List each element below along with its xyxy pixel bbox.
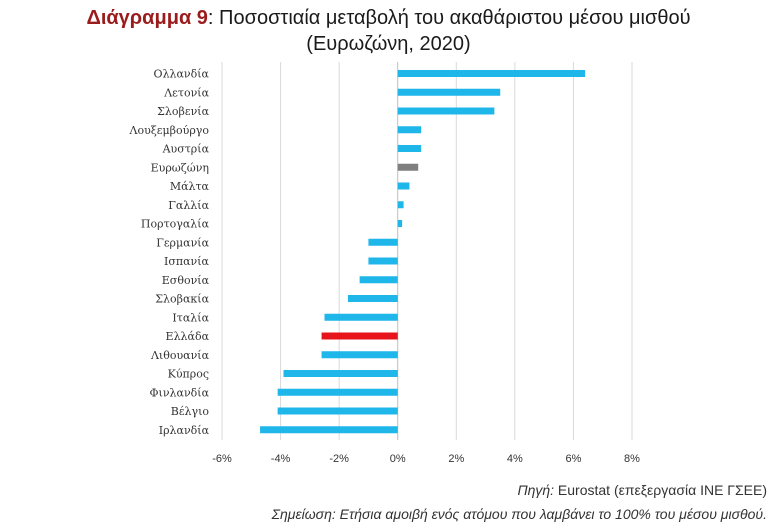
- bar: [397, 145, 422, 152]
- bar: [321, 332, 398, 340]
- x-tick-label: 2%: [448, 453, 464, 465]
- category-label: Εσθονία: [162, 274, 210, 287]
- bar: [397, 182, 410, 190]
- bar: [397, 126, 422, 134]
- x-tick-label: 8%: [624, 453, 640, 465]
- chart-title-text: : Ποσοστιαία μεταβολή του ακαθάριστου μέ…: [207, 7, 691, 29]
- category-label: Λιθουανία: [150, 349, 210, 362]
- bar: [347, 295, 398, 302]
- chart-subtitle: (Ευρωζώνη, 2020): [306, 33, 471, 55]
- category-label: Ελλάδα: [166, 330, 210, 343]
- category-label: Λουξεμβούργο: [129, 124, 210, 137]
- bar: [260, 426, 398, 434]
- category-label: Πορτογαλία: [141, 218, 210, 231]
- category-label: Σλοβενία: [157, 105, 209, 118]
- bar: [359, 276, 398, 284]
- bar: [397, 163, 419, 171]
- bar: [283, 370, 398, 377]
- bar: [397, 107, 495, 115]
- chart-title: Διάγραμμα 9: Ποσοστιαία μεταβολή του ακα…: [0, 6, 777, 30]
- x-tick-label: 6%: [565, 453, 581, 465]
- category-label: Ιταλία: [172, 311, 209, 324]
- x-tick-label: 0%: [390, 453, 406, 465]
- category-label: Γερμανία: [156, 236, 209, 249]
- source-text: Eurostat (επεξεργασία ΙΝΕ ΓΣΕΕ): [554, 482, 767, 498]
- bar: [368, 257, 398, 265]
- source-label: Πηγή:: [517, 482, 555, 498]
- bar: [397, 220, 403, 227]
- category-label: Αυστρία: [162, 143, 210, 156]
- category-label: Γαλλία: [168, 199, 209, 212]
- source-note: Πηγή: Eurostat (επεξεργασία ΙΝΕ ΓΣΕΕ): [517, 482, 767, 498]
- bar: [368, 238, 398, 246]
- bar-chart: -6% -4% -2% 0% 2% 4% 6% 8% Ολλανδία Λετονία Σλοβεν…: [129, 62, 640, 465]
- x-tick-label: -2%: [329, 453, 349, 465]
- bar: [397, 88, 501, 96]
- category-label: Λετονία: [163, 86, 209, 99]
- category-label: Σλοβακία: [155, 293, 209, 306]
- chart-title-prefix: Διάγραμμα 9: [86, 7, 208, 29]
- category-label: Ολλανδία: [154, 68, 210, 81]
- bar: [277, 407, 398, 415]
- category-label: Ισπανία: [164, 255, 210, 268]
- x-tick-label: -6%: [212, 453, 232, 465]
- bar: [324, 313, 398, 321]
- category-label: Κύπρος: [168, 368, 209, 381]
- category-label: Ιρλανδία: [159, 424, 210, 437]
- bar: [277, 388, 398, 396]
- x-tick-label: -4%: [271, 453, 291, 465]
- x-tick-label: 4%: [507, 453, 523, 465]
- bar: [321, 351, 398, 359]
- category-label: Ευρωζώνη: [151, 161, 209, 174]
- bar: [397, 201, 404, 209]
- category-label: Φινλανδία: [150, 386, 210, 399]
- category-label: Βέλγιο: [171, 405, 210, 418]
- footnote: Σημείωση: Ετήσια αμοιβή ενός ατόμου που …: [271, 506, 767, 522]
- bar: [397, 70, 586, 77]
- category-label: Μάλτα: [170, 180, 210, 193]
